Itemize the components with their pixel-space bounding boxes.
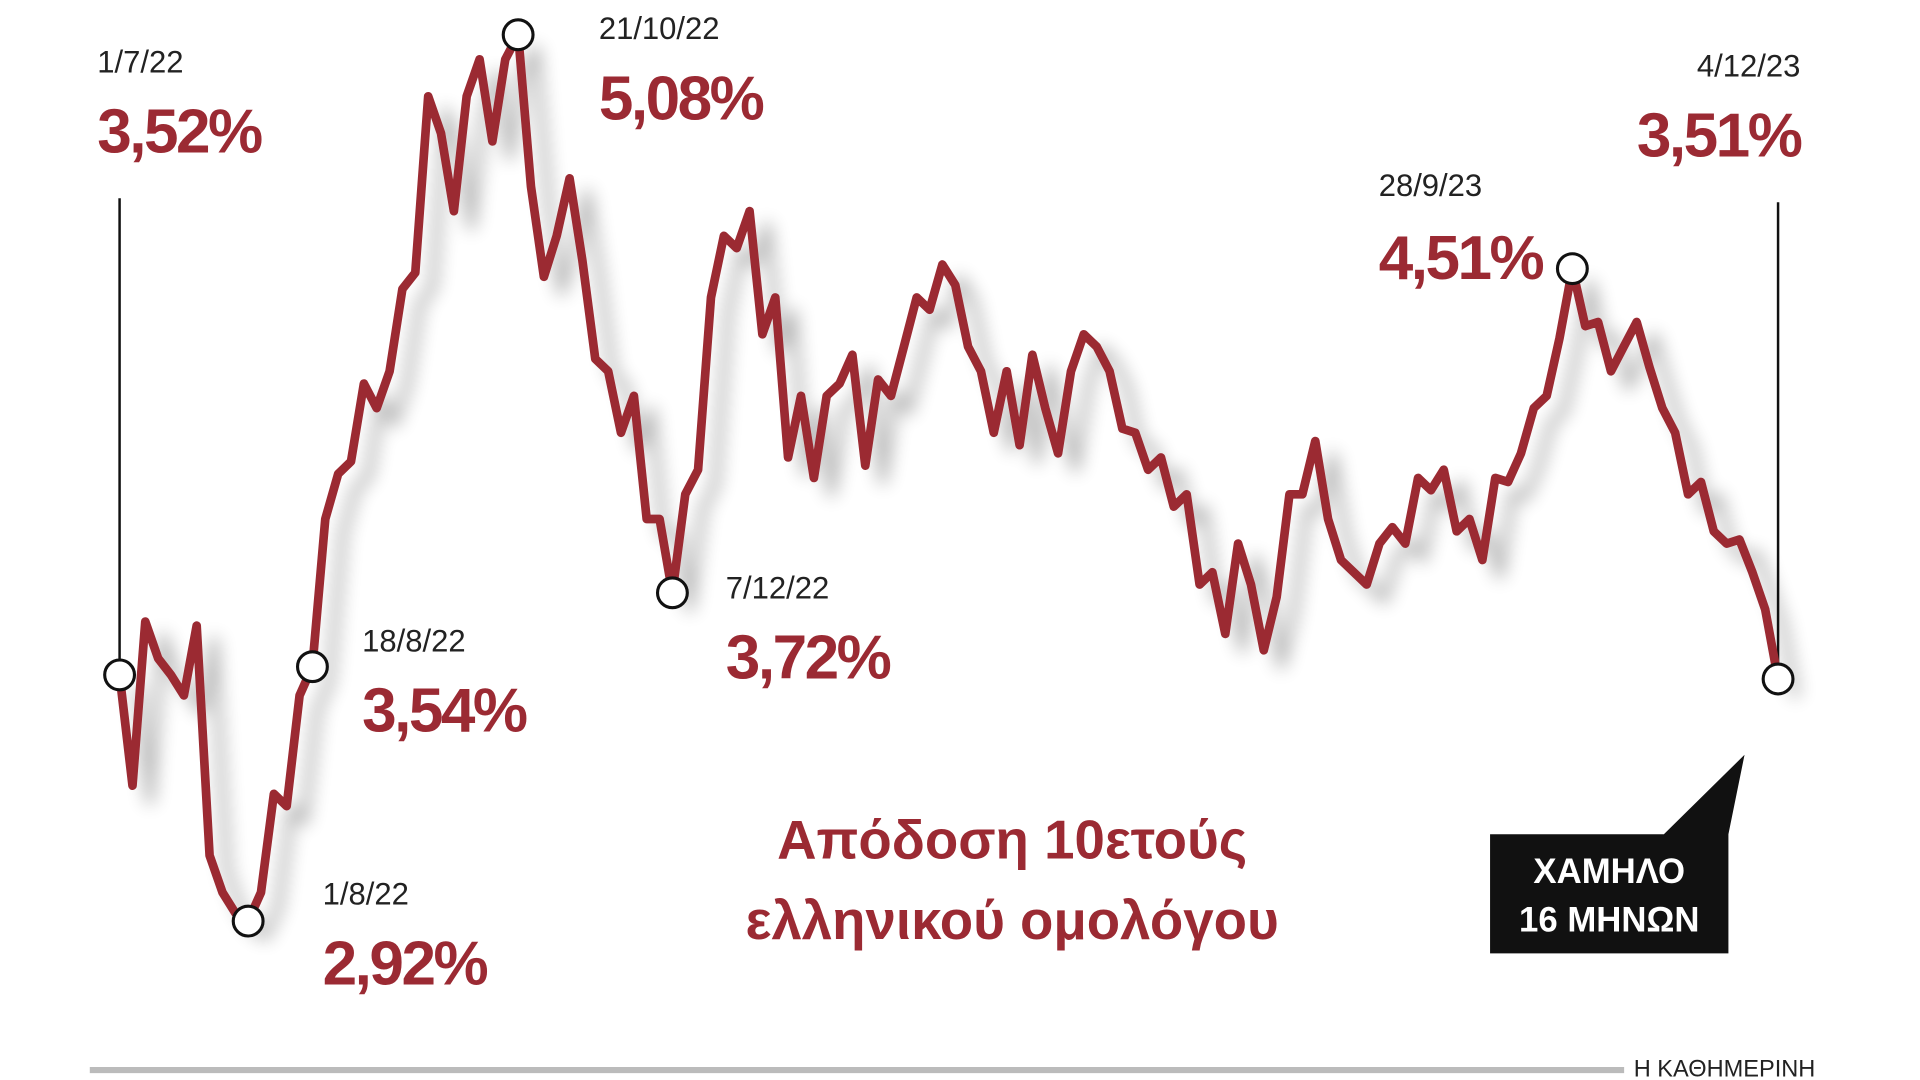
point-marker <box>501 18 535 52</box>
date-label: 21/10/22 <box>599 11 720 46</box>
point-marker <box>103 658 137 692</box>
value-label: 2,92% <box>323 930 488 999</box>
value-label: 5,08% <box>599 64 764 133</box>
data-line <box>115 30 1783 926</box>
point-marker <box>655 576 689 610</box>
point-marker <box>1761 662 1795 696</box>
date-label: 18/8/22 <box>362 623 465 658</box>
date-label: 4/12/23 <box>1697 48 1800 83</box>
date-label: 1/8/22 <box>323 876 409 911</box>
value-label: 3,51% <box>1637 102 1802 171</box>
value-label: 3,72% <box>726 624 891 693</box>
point-marker <box>1555 252 1589 286</box>
value-label: 3,52% <box>97 98 262 167</box>
value-label: 4,51% <box>1379 224 1544 293</box>
chart-title: ελληνικού ομολόγου <box>746 890 1279 951</box>
chart-title: Απόδοση 10ετούς <box>777 810 1247 871</box>
point-marker <box>295 650 329 684</box>
source: Η ΚΑΘΗΜΕΡΙΝΗ <box>1634 1055 1816 1080</box>
callout-text: 16 ΜΗΝΩΝ <box>1519 902 1699 940</box>
callout-box <box>1490 754 1745 954</box>
value-label: 3,54% <box>362 676 527 745</box>
callout-text: ΧΑΜΗΛΟ <box>1533 853 1685 891</box>
date-label: 7/12/22 <box>726 571 829 606</box>
date-label: 28/9/23 <box>1379 168 1482 203</box>
point-marker <box>231 904 265 938</box>
date-label: 1/7/22 <box>97 44 183 79</box>
